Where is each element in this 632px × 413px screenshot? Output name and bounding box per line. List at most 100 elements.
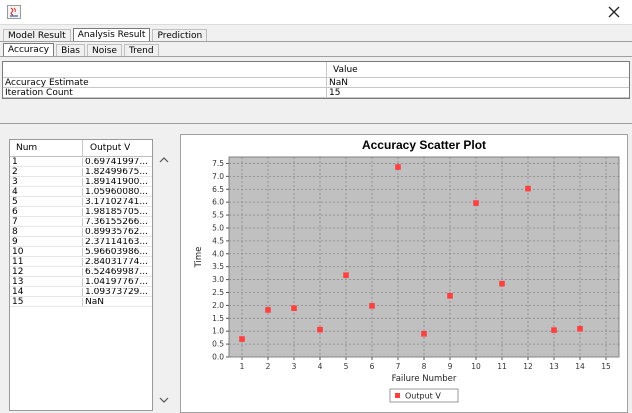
table-row[interactable]: 11 2.84031774... [10,258,152,267]
table-row[interactable]: 5 3.17102741... [10,198,152,207]
sub-tab-divider [0,56,632,57]
table-row[interactable]: 4 1.05960080... [10,188,152,197]
chart-title: Accuracy Scatter Plot [362,138,486,152]
row-label: Accuracy Estimate [5,78,89,88]
y-tick-label: 2.0 [212,301,224,310]
row-output-value: 1.09373729... [85,288,148,297]
table-row[interactable]: Accuracy Estimate NaN [3,78,629,88]
x-tick-label: 8 [422,362,427,371]
y-tick-label: 4.5 [212,236,224,245]
table-row[interactable]: 6 1.98185705... [10,208,152,217]
row-num: 12 [12,267,24,277]
column-divider [82,248,83,256]
table-row[interactable]: 7 7.36155266... [10,218,152,227]
data-point [291,305,297,311]
tab-accuracy[interactable]: Accuracy [3,43,55,57]
main-tab-divider [0,41,632,42]
column-divider [82,228,83,236]
row-output-value: 2.37114163... [85,238,148,247]
y-axis-label: Time [194,247,204,269]
table-row[interactable]: 1 0.69741997... [10,158,152,167]
table-row[interactable]: 2 1.82499675... [10,168,152,177]
y-tick-label: 1.5 [212,314,224,323]
tab-prediction[interactable]: Prediction [152,29,208,42]
main-tab-bar: Model Result Analysis Result Prediction [3,28,208,42]
row-num: 4 [12,187,18,197]
data-point [421,331,427,337]
x-tick-label: 10 [471,362,481,371]
java-app-icon [7,5,21,19]
row-num: 15 [12,297,24,307]
row-num: 10 [12,247,24,257]
row-num: 11 [12,257,24,267]
table-row[interactable]: 12 6.52469987... [10,268,152,277]
row-output-value: 1.89141900... [85,178,148,187]
data-point [525,185,531,192]
x-tick-label: 7 [396,362,401,371]
results-panel: Num Output V 1 0.69741997... 2 1.82499675..… [0,124,632,413]
row-output-value: 1.04197767... [85,278,148,287]
x-tick-label: 14 [575,362,585,371]
x-tick-label: 1 [240,362,245,371]
x-tick-label: 5 [344,362,349,371]
row-label: Iteration Count [5,88,73,98]
y-tick-label: 5.5 [212,211,224,220]
y-tick-label: 5.0 [212,223,224,232]
data-point [317,326,323,333]
table-row[interactable]: 9 2.37114163... [10,238,152,247]
header-num: Num [16,143,38,153]
table-row[interactable]: 13 1.04197767... [10,278,152,287]
tab-analysis-result[interactable]: Analysis Result [72,28,151,42]
table-header: Value [3,62,629,78]
y-tick-label: 3.0 [212,275,224,284]
row-num: 5 [12,197,18,207]
sub-tab-bar: Accuracy Bias Noise Trend [3,43,159,57]
tab-bias[interactable]: Bias [56,44,85,57]
row-num: 8 [12,227,18,237]
y-tick-label: 0.0 [212,353,224,362]
table-scrollbar[interactable] [155,151,173,411]
table-row[interactable]: 14 1.09373729... [10,288,152,297]
tab-model-result[interactable]: Model Result [3,29,71,42]
row-num: 14 [12,287,24,297]
column-divider [82,188,83,196]
row-output-value: 1.98185705... [85,208,148,217]
row-num: 7 [12,217,18,227]
header-output: Output V [90,143,131,153]
tab-noise[interactable]: Noise [86,44,122,57]
column-divider [82,258,83,266]
row-output-value: 7.36155266... [85,218,148,227]
column-divider [82,238,83,246]
data-point [577,325,583,332]
close-icon[interactable] [606,4,622,20]
table-row[interactable]: 15 NaN [10,298,152,307]
column-divider [82,218,83,226]
x-axis-label: Failure Number [392,374,457,384]
data-point [447,293,453,299]
table-row[interactable]: 3 1.89141900... [10,178,152,187]
row-num: 13 [12,277,24,287]
row-output-value: 3.17102741... [85,198,148,207]
row-output-value: 0.69741997... [85,158,148,167]
table-row[interactable]: 8 0.89935762... [10,228,152,237]
y-tick-label: 7.0 [212,172,224,181]
chevron-down-icon[interactable] [158,395,170,405]
accuracy-chart: Accuracy Scatter Plot 1 2 3 4 5 6 7 8 9 10 11 12 13 14… [180,134,628,413]
column-divider [82,198,83,206]
tab-trend[interactable]: Trend [123,44,159,57]
table-row[interactable]: 10 5.96603986... [10,248,152,257]
table-row[interactable]: Iteration Count 15 [3,88,629,98]
title-bar [0,0,632,25]
chevron-up-icon[interactable] [158,155,170,165]
row-num: 6 [12,207,18,217]
row-num: 2 [12,167,18,177]
data-point [369,303,375,309]
row-value: NaN [329,78,348,88]
column-divider [82,140,83,156]
column-divider [326,62,327,98]
x-tick-label: 11 [497,362,507,371]
row-output-value: 1.82499675... [85,168,148,177]
column-divider [82,268,83,276]
x-tick-label: 6 [370,362,375,371]
legend: Output V [389,388,459,403]
